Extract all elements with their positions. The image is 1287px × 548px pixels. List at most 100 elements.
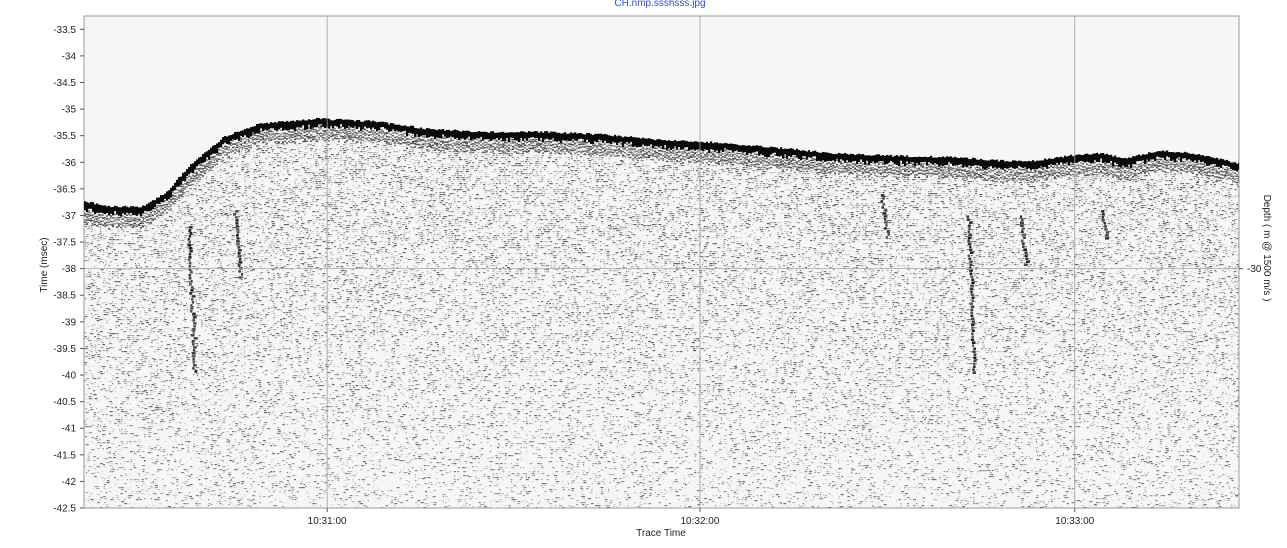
return-speckle — [96, 330, 97, 331]
return-speckle — [192, 266, 195, 267]
return-speckle — [97, 274, 100, 275]
return-speckle — [151, 266, 152, 267]
return-speckle — [85, 356, 88, 357]
return-speckle — [206, 326, 208, 327]
return-speckle — [121, 283, 122, 284]
return-speckle — [199, 197, 202, 198]
return-speckle — [145, 274, 148, 275]
return-speckle — [145, 492, 148, 493]
return-speckle — [93, 378, 96, 379]
return-speckle — [239, 154, 240, 155]
return-speckle — [219, 503, 221, 504]
return-speckle — [157, 373, 159, 374]
return-speckle — [172, 419, 175, 420]
return-speckle — [211, 328, 212, 329]
return-speckle — [133, 389, 136, 390]
return-speckle — [142, 479, 144, 480]
return-speckle — [233, 383, 234, 384]
return-speckle — [136, 479, 139, 480]
return-speckle — [211, 434, 214, 435]
return-speckle — [113, 453, 115, 454]
return-speckle — [114, 451, 117, 452]
return-speckle — [235, 321, 238, 322]
return-speckle — [220, 265, 222, 266]
return-speckle — [175, 369, 177, 370]
return-speckle — [181, 358, 182, 359]
return-speckle — [175, 281, 178, 282]
return-speckle — [231, 325, 234, 326]
return-speckle — [184, 289, 187, 290]
return-speckle — [87, 492, 88, 493]
return-speckle — [141, 401, 143, 402]
return-speckle — [121, 391, 122, 392]
return-speckle — [145, 416, 147, 417]
return-speckle — [88, 426, 91, 427]
return-speckle — [232, 335, 234, 336]
return-speckle — [177, 204, 180, 205]
return-speckle — [186, 481, 187, 482]
return-speckle — [157, 251, 160, 252]
return-speckle — [122, 421, 123, 422]
return-speckle — [149, 478, 152, 479]
return-speckle — [205, 388, 208, 389]
return-speckle — [145, 352, 148, 353]
return-speckle — [232, 421, 235, 422]
return-speckle — [114, 403, 115, 404]
return-speckle — [208, 415, 211, 416]
return-speckle — [91, 287, 92, 288]
return-speckle — [188, 353, 190, 354]
return-speckle — [86, 284, 87, 285]
return-speckle — [134, 339, 135, 340]
return-speckle — [190, 212, 191, 213]
return-speckle — [147, 394, 148, 395]
return-speckle — [116, 417, 117, 418]
return-speckle — [144, 240, 146, 241]
return-speckle — [154, 479, 157, 480]
return-speckle — [220, 171, 223, 172]
return-speckle — [233, 177, 235, 178]
return-speckle — [232, 205, 234, 206]
return-speckle — [227, 215, 229, 216]
return-speckle — [220, 427, 221, 428]
return-speckle — [203, 424, 205, 425]
return-speckle — [111, 499, 113, 500]
return-speckle — [233, 369, 235, 370]
return-speckle — [110, 423, 111, 424]
return-speckle — [106, 428, 107, 429]
return-speckle — [232, 183, 235, 184]
return-speckle — [222, 466, 225, 467]
return-speckle — [174, 275, 176, 276]
return-speckle — [137, 349, 140, 350]
return-speckle — [196, 405, 197, 406]
return-speckle — [207, 307, 210, 308]
return-speckle — [115, 407, 117, 408]
return-speckle — [119, 467, 121, 468]
return-speckle — [136, 485, 138, 486]
return-speckle — [106, 346, 107, 347]
return-speckle — [184, 201, 187, 202]
return-speckle — [169, 422, 170, 423]
return-speckle — [192, 194, 194, 195]
return-speckle — [123, 333, 124, 334]
return-speckle — [144, 498, 146, 499]
return-speckle — [112, 465, 113, 466]
return-speckle — [181, 448, 184, 449]
return-speckle — [217, 263, 218, 264]
return-speckle — [176, 239, 177, 240]
return-speckle — [124, 371, 126, 372]
return-speckle — [130, 243, 132, 244]
return-speckle — [160, 261, 161, 262]
return-speckle — [92, 501, 94, 502]
return-speckle — [108, 491, 111, 492]
return-speckle — [101, 347, 104, 348]
return-speckle — [103, 282, 104, 283]
return-speckle — [205, 296, 207, 297]
return-speckle — [172, 477, 175, 478]
return-speckle — [181, 286, 184, 287]
return-speckle — [97, 426, 98, 427]
return-speckle — [158, 217, 159, 218]
return-speckle — [106, 338, 109, 339]
return-speckle — [235, 343, 236, 344]
return-speckle — [236, 269, 237, 270]
